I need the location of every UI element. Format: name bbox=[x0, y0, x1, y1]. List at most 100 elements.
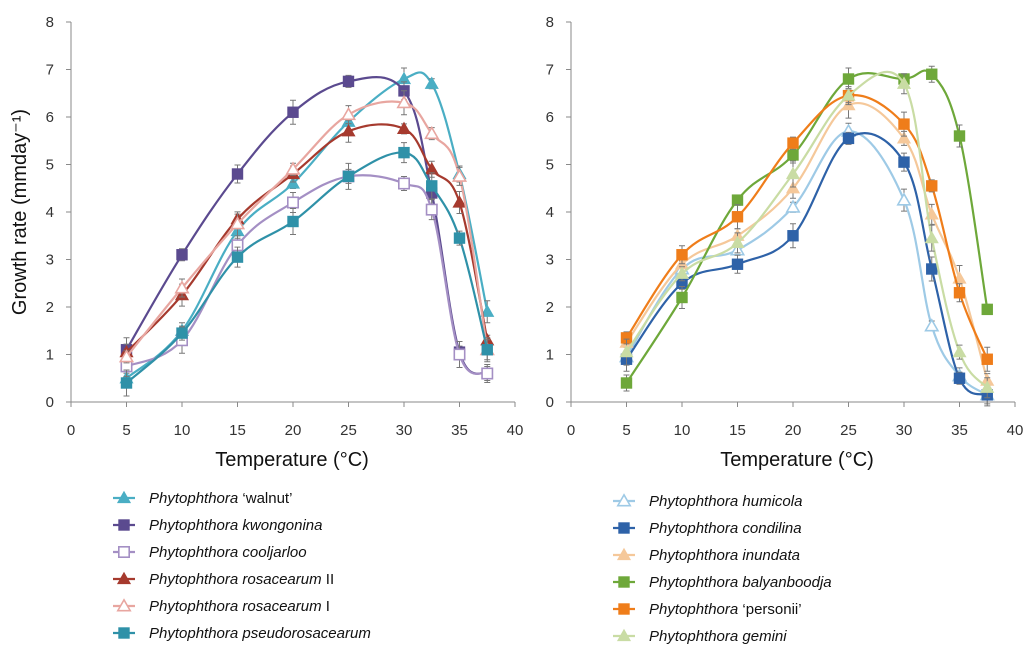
data-point bbox=[396, 94, 412, 109]
data-point bbox=[787, 137, 799, 149]
data-point bbox=[286, 196, 299, 209]
data-point bbox=[787, 230, 799, 242]
data-point bbox=[452, 195, 467, 208]
legend-genus: Phytophthora bbox=[149, 625, 242, 642]
legend-label: Phytophthora pseudorosacearum bbox=[149, 625, 371, 642]
legend-genus: Phytophthora bbox=[149, 490, 242, 507]
data-point bbox=[118, 349, 135, 363]
data-point bbox=[953, 372, 966, 384]
data-point bbox=[981, 303, 993, 316]
data-point bbox=[231, 168, 244, 180]
legend-item: Phytophthora rosacearum II bbox=[113, 571, 334, 588]
legend-epithet: rosacearum bbox=[242, 598, 321, 615]
data-point bbox=[424, 125, 440, 140]
y-tick-label: 7 bbox=[46, 62, 54, 79]
data-point bbox=[287, 215, 299, 228]
legend-swatch-marker bbox=[618, 576, 630, 588]
data-point bbox=[926, 180, 938, 192]
data-point bbox=[231, 251, 244, 263]
legend-epithet-suffix: II bbox=[322, 571, 335, 588]
data-point bbox=[731, 194, 744, 206]
legend-epithet-suffix: I bbox=[322, 598, 330, 615]
legend-swatch-marker bbox=[116, 598, 132, 612]
y-tick-label: 2 bbox=[546, 299, 554, 316]
legend-item: Phytophthora pseudorosacearum bbox=[113, 625, 371, 642]
legend-swatch-marker bbox=[618, 603, 630, 615]
legend-item: Phytophthora condilina bbox=[613, 520, 802, 537]
y-tick-label: 0 bbox=[546, 394, 554, 411]
data-point bbox=[453, 348, 466, 361]
legend-swatch-marker bbox=[616, 628, 632, 642]
data-point bbox=[896, 76, 912, 89]
data-point bbox=[285, 161, 301, 175]
legend-epithet: cooljarloo bbox=[242, 544, 306, 561]
data-point bbox=[340, 106, 357, 121]
data-point bbox=[926, 263, 938, 275]
data-point bbox=[952, 344, 967, 358]
legend-label: Phytophthora gemini bbox=[649, 628, 787, 645]
y-tick-label: 3 bbox=[46, 252, 54, 269]
data-point bbox=[174, 280, 190, 294]
legend-swatch-marker bbox=[116, 490, 132, 504]
y-axis-title: Growth rate (mmday⁻¹) bbox=[9, 109, 31, 315]
x-tick-label: 5 bbox=[622, 422, 630, 439]
legend-genus: Phytophthora bbox=[649, 493, 742, 510]
data-point bbox=[396, 121, 412, 135]
series-line bbox=[625, 70, 989, 389]
legend-label: Phytophthora rosacearum I bbox=[149, 598, 330, 615]
legend-genus: Phytophthora bbox=[149, 517, 242, 534]
data-point bbox=[176, 249, 188, 261]
data-point bbox=[898, 118, 910, 130]
data-point bbox=[481, 344, 493, 356]
x-tick-label: 15 bbox=[229, 422, 246, 439]
x-axis-title: Temperature (°C) bbox=[720, 449, 874, 471]
data-point bbox=[896, 131, 912, 144]
legend-label: Phytophthora balyanboodja bbox=[649, 574, 832, 591]
series-gemini bbox=[619, 70, 995, 399]
series-pseudorosacearum bbox=[120, 142, 493, 397]
legend-swatch-marker bbox=[118, 519, 130, 531]
y-tick-label: 0 bbox=[46, 394, 54, 411]
legend-swatch-marker bbox=[616, 493, 632, 507]
legend-label: Phytophthora cooljarloo bbox=[149, 544, 307, 561]
legend-label: Phytophthora inundata bbox=[649, 547, 800, 564]
series-line bbox=[125, 123, 489, 353]
legend-epithet: kwongonina bbox=[242, 517, 322, 534]
x-axis-title: Temperature (°C) bbox=[215, 449, 369, 471]
x-tick-label: 20 bbox=[285, 422, 302, 439]
data-point bbox=[730, 235, 745, 249]
legend-genus: Phytophthora bbox=[649, 574, 742, 591]
data-point bbox=[926, 68, 938, 80]
legend-genus: Phytophthora bbox=[149, 571, 242, 588]
data-point bbox=[896, 192, 912, 206]
data-point bbox=[953, 287, 966, 299]
y-tick-label: 3 bbox=[546, 252, 554, 269]
y-tick-label: 5 bbox=[46, 157, 54, 174]
legend-item: Phytophthora gemini bbox=[613, 628, 787, 645]
legend-genus: Phytophthora bbox=[149, 598, 242, 615]
data-point bbox=[620, 377, 633, 389]
data-point bbox=[453, 232, 466, 244]
y-tick-label: 2 bbox=[46, 299, 54, 316]
x-tick-label: 30 bbox=[396, 422, 413, 439]
legend-label: Phytophthora ‘personii’ bbox=[649, 601, 802, 618]
legend-swatch-marker bbox=[118, 545, 131, 558]
y-tick-label: 1 bbox=[546, 347, 554, 364]
legend-genus: Phytophthora bbox=[649, 547, 742, 564]
legend-label: Phytophthora condilina bbox=[649, 520, 802, 537]
y-tick-label: 8 bbox=[46, 14, 54, 31]
legend-item: Phytophthora inundata bbox=[613, 547, 800, 564]
legend-epithet: inundata bbox=[742, 547, 800, 564]
data-point bbox=[229, 216, 246, 230]
data-point bbox=[981, 353, 993, 365]
legend-swatch-marker bbox=[116, 571, 132, 585]
x-tick-label: 40 bbox=[1007, 422, 1024, 439]
legend-swatch-marker bbox=[118, 627, 130, 639]
legend-epithet: gemini bbox=[742, 628, 787, 645]
data-point bbox=[425, 203, 438, 216]
legend-swatch-marker bbox=[616, 547, 632, 561]
data-point bbox=[480, 304, 495, 317]
x-tick-label: 5 bbox=[122, 422, 130, 439]
data-point bbox=[342, 170, 355, 183]
